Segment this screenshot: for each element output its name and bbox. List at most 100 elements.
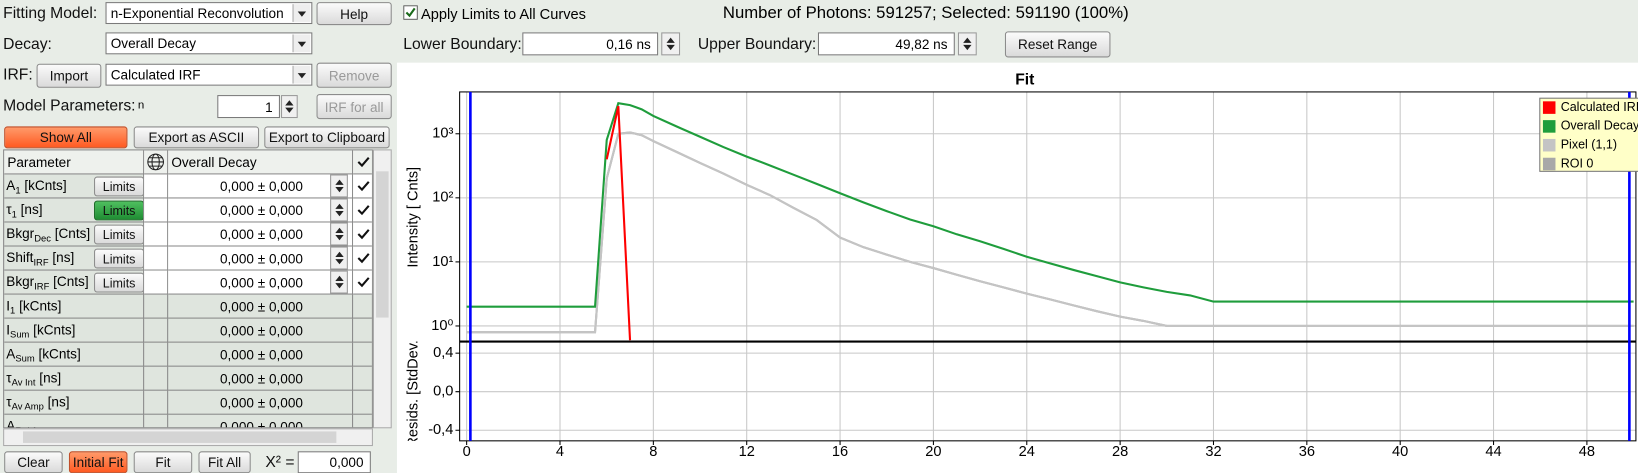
legend-label: ROI 0 bbox=[1561, 156, 1594, 170]
value-cell[interactable]: 0,000 ± 0,000 bbox=[168, 198, 354, 223]
legend-swatch bbox=[1542, 101, 1556, 114]
limits-button[interactable]: Limits bbox=[94, 200, 144, 221]
irf-combo[interactable]: Calculated IRF bbox=[105, 63, 313, 86]
x-tick-label: 8 bbox=[649, 444, 657, 460]
unit: [ns] bbox=[20, 201, 43, 217]
legend-swatch bbox=[1542, 138, 1556, 152]
check-cell[interactable] bbox=[353, 222, 372, 247]
spinner[interactable] bbox=[661, 32, 681, 56]
parameter-name: A1 [kCnts] bbox=[6, 177, 66, 195]
check-mark bbox=[357, 229, 370, 240]
x-tick-label: 0 bbox=[463, 444, 471, 460]
label: X² = bbox=[265, 453, 295, 472]
value-cell[interactable]: 0,000 ± 0,000 bbox=[168, 222, 354, 247]
icon-cell bbox=[144, 174, 169, 199]
subscript: Rel 1 bbox=[15, 425, 37, 428]
limits-button[interactable]: Limits bbox=[94, 248, 144, 269]
spinner[interactable] bbox=[330, 174, 348, 198]
checkbox[interactable] bbox=[403, 5, 418, 20]
lower-boundary-input[interactable]: 0,16 ns bbox=[522, 32, 659, 56]
series-line bbox=[605, 105, 632, 341]
icon-cell bbox=[144, 222, 169, 247]
initial-fit-button[interactable]: Initial Fit bbox=[68, 451, 128, 473]
export-clipboard-button[interactable]: Export to Clipboard bbox=[264, 126, 390, 149]
legend-swatch bbox=[1542, 120, 1556, 133]
import-button[interactable]: Import bbox=[36, 63, 102, 88]
vertical-scrollbar[interactable] bbox=[372, 149, 392, 429]
value-cell[interactable]: 0,000 ± 0,000 bbox=[168, 174, 354, 199]
y-axis-label: Intensity [ Cnts] bbox=[406, 167, 422, 268]
y-tick-label: 10³ bbox=[432, 126, 453, 142]
reset-range-button[interactable]: Reset Range bbox=[1004, 31, 1111, 58]
subscript: 1 bbox=[11, 208, 17, 219]
remove-button[interactable]: Remove bbox=[316, 62, 392, 88]
fit-all-button[interactable]: Fit All bbox=[198, 451, 251, 473]
check-cell[interactable] bbox=[353, 246, 372, 271]
limits-button[interactable]: Limits bbox=[94, 224, 144, 245]
icon-cell bbox=[144, 390, 169, 415]
clear-button[interactable]: Clear bbox=[4, 451, 63, 473]
label: Model Parameters: bbox=[3, 97, 136, 115]
label: Decay: bbox=[3, 35, 52, 54]
value-cell: 0,000 ± 0,000 bbox=[168, 390, 354, 415]
value-cell[interactable]: 0,000 ± 0,000 bbox=[168, 246, 354, 271]
legend-swatch bbox=[1542, 157, 1556, 171]
x-tick-label: 4 bbox=[556, 444, 564, 460]
upper-boundary-input[interactable]: 49,82 ns bbox=[817, 32, 955, 56]
subscript: Dec bbox=[34, 232, 51, 243]
horizontal-scrollbar[interactable] bbox=[3, 428, 373, 447]
parameter-cell: A1 [kCnts] Limits bbox=[4, 174, 145, 199]
legend-label: Pixel (1,1) bbox=[1561, 138, 1617, 152]
irf-for-all-button[interactable]: IRF for all bbox=[316, 94, 392, 120]
header-check bbox=[353, 150, 372, 175]
x-tick-label: 24 bbox=[1019, 444, 1035, 460]
limits-button[interactable]: Limits bbox=[94, 176, 144, 197]
icon-cell bbox=[144, 246, 169, 271]
value-cell[interactable]: 0,000 ± 0,000 bbox=[168, 270, 354, 295]
subscript: 1 bbox=[10, 304, 16, 315]
icon-cell bbox=[144, 198, 169, 223]
subscript: 1 bbox=[15, 184, 21, 195]
name: A bbox=[6, 177, 16, 193]
label: Lower Boundary: bbox=[403, 35, 522, 54]
series-line bbox=[466, 131, 1634, 334]
parameter-cell: BkgrDec [Cnts] Limits bbox=[4, 222, 145, 247]
n-input[interactable]: 1 bbox=[217, 95, 280, 119]
unit: [ns] bbox=[47, 393, 70, 409]
name: Bkgr bbox=[6, 225, 35, 241]
legend-label: Overall Decay bbox=[1561, 119, 1638, 133]
name: τ bbox=[6, 369, 12, 385]
parameter-name: BkgrIRF [Cnts] bbox=[6, 273, 88, 291]
spinner[interactable] bbox=[330, 270, 348, 294]
limits-button[interactable]: Limits bbox=[94, 272, 144, 293]
export-ascii-button[interactable]: Export as ASCII bbox=[133, 126, 260, 149]
fitting-model-combo[interactable]: n-Exponential Reconvolution bbox=[105, 2, 313, 25]
spinner[interactable] bbox=[281, 95, 298, 119]
chart-title: Fit bbox=[1015, 72, 1035, 89]
value-cell: 0,000 ± 0,000 bbox=[168, 294, 354, 319]
spinner[interactable] bbox=[330, 222, 348, 246]
check-cell[interactable] bbox=[353, 174, 372, 199]
check-mark bbox=[357, 181, 370, 192]
check-cell[interactable] bbox=[353, 270, 372, 295]
name: I bbox=[6, 321, 11, 337]
spinner[interactable] bbox=[957, 32, 977, 56]
residual-tick-label: -0,4 bbox=[428, 422, 453, 438]
spinner[interactable] bbox=[330, 246, 348, 270]
parameter-name: I1 [kCnts] bbox=[6, 297, 61, 315]
input-text: 1 bbox=[265, 98, 273, 115]
check-cell[interactable] bbox=[353, 198, 372, 223]
output-text: 0,000 bbox=[329, 454, 364, 471]
spinner[interactable] bbox=[330, 198, 348, 222]
x-tick-label: 36 bbox=[1299, 444, 1315, 460]
show-all-button[interactable]: Show All bbox=[4, 126, 128, 149]
combo-text: Overall Decay bbox=[110, 35, 197, 52]
parameter-cell: ShiftIRF [ns] Limits bbox=[4, 246, 145, 271]
parameter-name: τAv Amp [ns] bbox=[6, 393, 69, 411]
help-button[interactable]: Help bbox=[316, 2, 392, 26]
name: Bkgr bbox=[6, 273, 35, 289]
fit-button[interactable]: Fit bbox=[133, 451, 193, 473]
header-icon bbox=[144, 150, 169, 175]
decay-combo[interactable]: Overall Decay bbox=[105, 32, 313, 55]
